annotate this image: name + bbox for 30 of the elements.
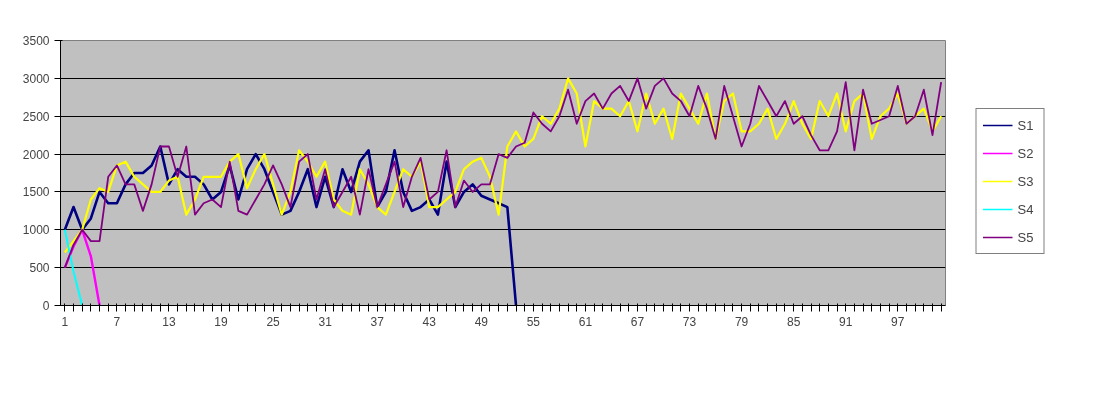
y-tick-label: 3500 — [22, 34, 50, 48]
x-tick-label: 79 — [734, 314, 749, 329]
x-tick-label: 37 — [370, 314, 385, 329]
y-tick-label: 0 — [42, 299, 50, 313]
x-tick-label: 61 — [578, 314, 593, 329]
x-tick-label: 25 — [266, 314, 281, 329]
legend-label: S4 — [1017, 201, 1035, 217]
legend-label: S3 — [1017, 173, 1035, 189]
x-tick-label: 19 — [214, 314, 229, 329]
x-tick-label: 13 — [162, 314, 176, 329]
x-tick-label: 55 — [526, 314, 541, 329]
y-tick-label: 2500 — [22, 109, 50, 124]
legend-label: S5 — [1017, 229, 1035, 245]
legend-label: S2 — [1017, 145, 1035, 161]
x-tick-label: 43 — [422, 314, 437, 329]
x-tick-label: 73 — [682, 314, 697, 329]
x-tick-label: 31 — [318, 314, 333, 329]
y-tick-label: 500 — [29, 261, 50, 276]
y-tick-label: 1500 — [22, 185, 50, 200]
y-tick-label: 3000 — [22, 71, 50, 86]
x-tick-label: 67 — [630, 314, 645, 329]
x-tick-label: 97 — [891, 314, 905, 329]
y-tick-label: 2000 — [22, 147, 50, 162]
x-tick-label: 49 — [474, 314, 489, 329]
legend-label: S1 — [1017, 117, 1035, 133]
y-tick-label: 1000 — [22, 223, 50, 238]
x-tick-label: 1 — [61, 314, 69, 329]
x-tick-label: 7 — [113, 314, 121, 329]
x-tick-label: 91 — [839, 314, 853, 329]
x-tick-label: 85 — [786, 314, 801, 329]
